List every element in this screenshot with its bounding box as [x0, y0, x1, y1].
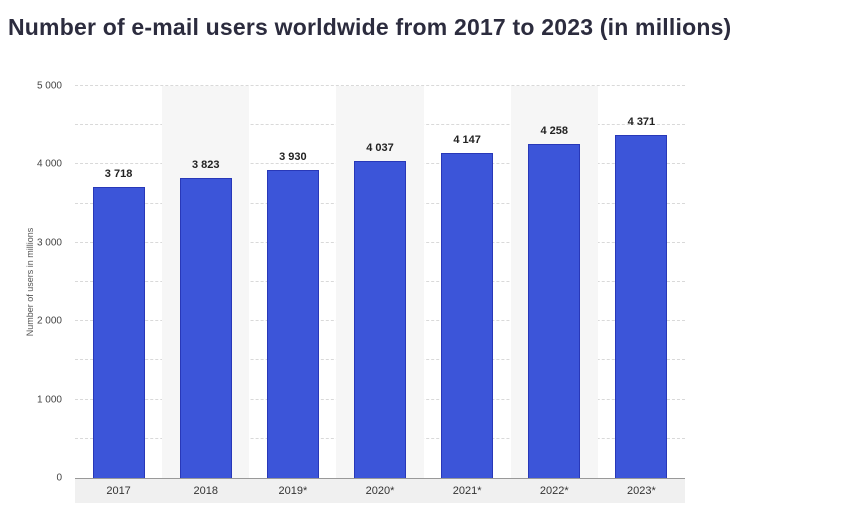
x-axis-label: 2022*: [539, 485, 569, 497]
chart-column: 3 823: [162, 86, 250, 478]
x-axis-label: 2018: [193, 485, 218, 497]
bar-value-label: 3 930: [279, 151, 307, 163]
x-axis-label: 2019*: [278, 485, 308, 497]
bar-value-label: 3 718: [104, 168, 133, 180]
y-axis-tick-label: 2 000: [36, 315, 62, 327]
bar-2022*: [528, 144, 581, 478]
x-axis-label: 2020*: [365, 485, 395, 497]
chart-title: Number of e-mail users worldwide from 20…: [8, 14, 732, 40]
y-axis-tick-label: 3 000: [36, 237, 62, 249]
bar-2018: [179, 178, 232, 478]
bar-2023*: [615, 135, 668, 478]
x-axis-labels: 2017 2018 2019* 2020* 2021* 2022* 2023*: [75, 479, 685, 503]
bar-2020*: [353, 161, 406, 478]
x-axis-label: 2021*: [452, 485, 482, 497]
bar-2017: [92, 187, 145, 478]
chart-column: 4 147: [424, 86, 511, 478]
bar-value-label: 4 037: [366, 142, 394, 154]
chart-column: 4 371: [598, 86, 685, 478]
y-axis-ticks: 0 1 000 2 000 3 000 4 000 5 000: [0, 81, 68, 484]
bar-value-label: 4 371: [627, 116, 656, 128]
x-axis-label: 2023*: [627, 485, 656, 497]
bar-2019*: [266, 170, 319, 478]
bar-value-label: 4 147: [453, 134, 481, 146]
plot-area: 3 718 3 823 3 930 4 037 4 147 4 258 4 371: [75, 85, 685, 479]
chart-column: 4 037: [336, 86, 424, 478]
chart-column: 3 718: [75, 86, 162, 478]
chart-column: 4 258: [510, 86, 598, 478]
x-axis-label: 2017: [106, 485, 131, 497]
bar-value-label: 3 823: [191, 159, 220, 171]
chart-column: 3 930: [249, 86, 336, 478]
y-axis-tick-label: 5 000: [36, 80, 62, 92]
y-axis-tick-label: 4 000: [36, 158, 62, 170]
y-axis-tick-label: 0: [56, 472, 62, 484]
y-axis-tick-label: 1 000: [36, 394, 62, 406]
bar-value-label: 4 258: [540, 125, 569, 137]
bar-2021*: [441, 153, 494, 478]
